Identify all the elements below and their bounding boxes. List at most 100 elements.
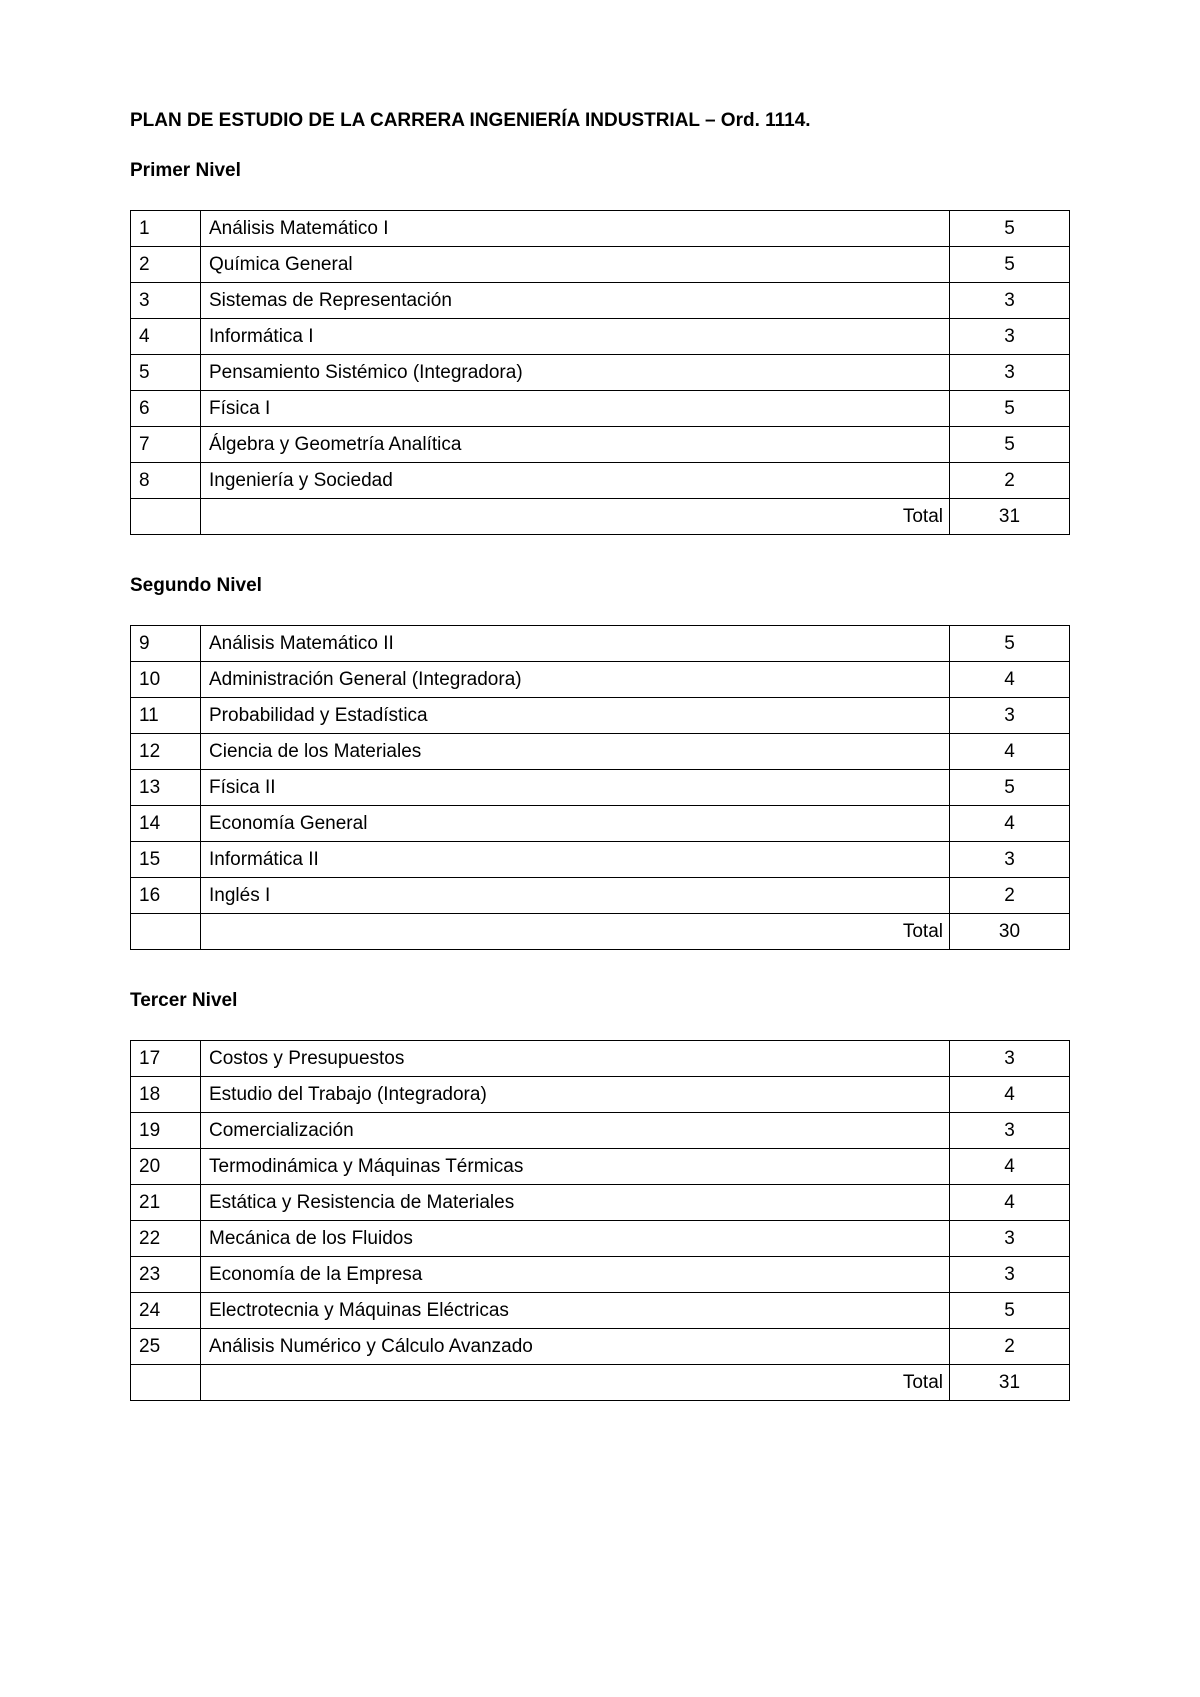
course-credits: 5	[950, 1293, 1070, 1329]
level-heading: Tercer Nivel	[130, 990, 1070, 1012]
course-number: 16	[131, 878, 201, 914]
course-credits: 5	[950, 247, 1070, 283]
course-number: 12	[131, 734, 201, 770]
course-credits: 4	[950, 662, 1070, 698]
course-name: Ciencia de los Materiales	[201, 734, 950, 770]
course-credits: 5	[950, 427, 1070, 463]
course-credits: 5	[950, 391, 1070, 427]
course-number: 5	[131, 355, 201, 391]
total-value: 31	[950, 1365, 1070, 1401]
course-credits: 3	[950, 319, 1070, 355]
table-row: 8Ingeniería y Sociedad2	[131, 463, 1070, 499]
course-credits: 2	[950, 463, 1070, 499]
table-row: 18Estudio del Trabajo (Integradora)4	[131, 1077, 1070, 1113]
total-blank-cell	[131, 499, 201, 535]
total-value: 30	[950, 914, 1070, 950]
course-credits: 3	[950, 842, 1070, 878]
course-credits: 3	[950, 283, 1070, 319]
table-row: 19Comercialización3	[131, 1113, 1070, 1149]
course-credits: 3	[950, 1113, 1070, 1149]
table-row: 7Álgebra y Geometría Analítica5	[131, 427, 1070, 463]
course-name: Probabilidad y Estadística	[201, 698, 950, 734]
course-name: Informática I	[201, 319, 950, 355]
course-name: Informática II	[201, 842, 950, 878]
table-row: 10Administración General (Integradora)4	[131, 662, 1070, 698]
course-name: Estática y Resistencia de Materiales	[201, 1185, 950, 1221]
course-credits: 4	[950, 1077, 1070, 1113]
total-blank-cell	[131, 1365, 201, 1401]
course-number: 6	[131, 391, 201, 427]
course-name: Electrotecnia y Máquinas Eléctricas	[201, 1293, 950, 1329]
course-name: Economía de la Empresa	[201, 1257, 950, 1293]
course-number: 8	[131, 463, 201, 499]
table-row: 22Mecánica de los Fluidos3	[131, 1221, 1070, 1257]
course-credits: 4	[950, 1185, 1070, 1221]
level-block: Segundo Nivel 9Análisis Matemático II510A…	[130, 575, 1070, 950]
course-name: Química General	[201, 247, 950, 283]
course-name: Ingeniería y Sociedad	[201, 463, 950, 499]
table-row: 9Análisis Matemático II5	[131, 626, 1070, 662]
table-row: 20Termodinámica y Máquinas Térmicas4	[131, 1149, 1070, 1185]
course-number: 2	[131, 247, 201, 283]
course-name: Economía General	[201, 806, 950, 842]
course-credits: 3	[950, 1041, 1070, 1077]
table-row: 1Análisis Matemático I5	[131, 211, 1070, 247]
course-number: 14	[131, 806, 201, 842]
course-credits: 3	[950, 355, 1070, 391]
course-name: Análisis Matemático II	[201, 626, 950, 662]
course-name: Física II	[201, 770, 950, 806]
course-credits: 5	[950, 626, 1070, 662]
total-row: Total31	[131, 499, 1070, 535]
total-blank-cell	[131, 914, 201, 950]
course-number: 24	[131, 1293, 201, 1329]
course-credits: 5	[950, 770, 1070, 806]
table-row: 3Sistemas de Representación3	[131, 283, 1070, 319]
course-name: Costos y Presupuestos	[201, 1041, 950, 1077]
course-number: 7	[131, 427, 201, 463]
course-number: 21	[131, 1185, 201, 1221]
total-row: Total31	[131, 1365, 1070, 1401]
course-name: Administración General (Integradora)	[201, 662, 950, 698]
course-name: Física I	[201, 391, 950, 427]
level-block: Primer Nivel1Análisis Matemático I52Quím…	[130, 160, 1070, 535]
course-number: 11	[131, 698, 201, 734]
course-credits: 5	[950, 211, 1070, 247]
level-heading: Primer Nivel	[130, 160, 1070, 182]
courses-table: 17Costos y Presupuestos318Estudio del Tr…	[130, 1040, 1070, 1401]
total-label: Total	[201, 499, 950, 535]
table-row: 16Inglés I2	[131, 878, 1070, 914]
course-number: 1	[131, 211, 201, 247]
course-credits: 4	[950, 806, 1070, 842]
course-name: Inglés I	[201, 878, 950, 914]
course-credits: 3	[950, 698, 1070, 734]
total-row: Total30	[131, 914, 1070, 950]
table-row: 11Probabilidad y Estadística3	[131, 698, 1070, 734]
level-heading: Segundo Nivel	[130, 575, 1070, 597]
course-credits: 4	[950, 1149, 1070, 1185]
level-block: Tercer Nivel17Costos y Presupuestos318Es…	[130, 990, 1070, 1401]
table-row: 24Electrotecnia y Máquinas Eléctricas5	[131, 1293, 1070, 1329]
course-number: 17	[131, 1041, 201, 1077]
course-number: 18	[131, 1077, 201, 1113]
total-label: Total	[201, 1365, 950, 1401]
course-number: 4	[131, 319, 201, 355]
courses-table: 1Análisis Matemático I52Química General5…	[130, 210, 1070, 535]
course-number: 20	[131, 1149, 201, 1185]
total-value: 31	[950, 499, 1070, 535]
table-row: 21Estática y Resistencia de Materiales4	[131, 1185, 1070, 1221]
course-credits: 2	[950, 1329, 1070, 1365]
table-row: 17Costos y Presupuestos3	[131, 1041, 1070, 1077]
course-number: 15	[131, 842, 201, 878]
course-credits: 4	[950, 734, 1070, 770]
table-row: 15Informática II3	[131, 842, 1070, 878]
table-row: 23Economía de la Empresa3	[131, 1257, 1070, 1293]
course-number: 22	[131, 1221, 201, 1257]
course-credits: 3	[950, 1221, 1070, 1257]
course-number: 23	[131, 1257, 201, 1293]
table-row: 13Física II5	[131, 770, 1070, 806]
course-credits: 2	[950, 878, 1070, 914]
course-name: Sistemas de Representación	[201, 283, 950, 319]
table-row: 5Pensamiento Sistémico (Integradora)3	[131, 355, 1070, 391]
course-name: Análisis Matemático I	[201, 211, 950, 247]
table-row: 14Economía General4	[131, 806, 1070, 842]
